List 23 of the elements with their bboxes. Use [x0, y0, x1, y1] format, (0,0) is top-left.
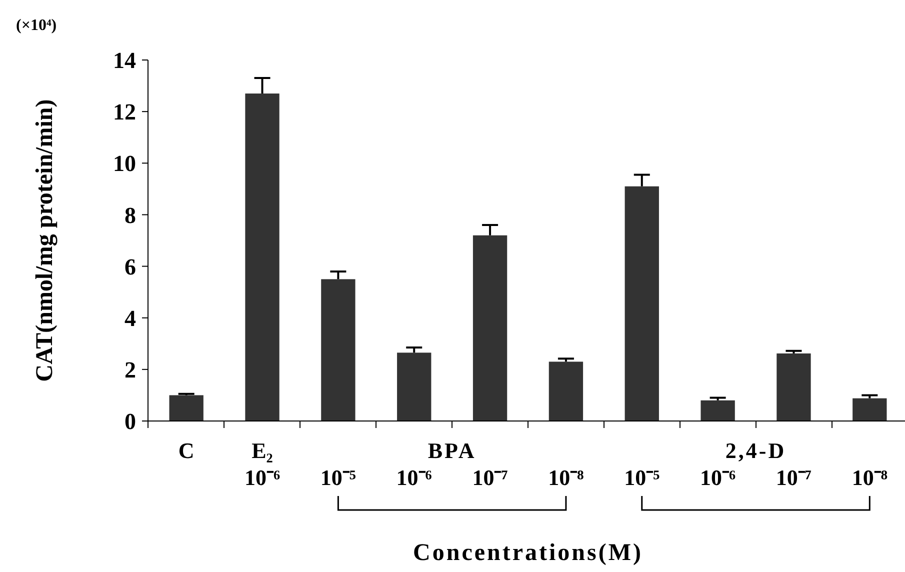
- y-tick-label: 10: [113, 151, 136, 176]
- y-tick-label: 8: [124, 202, 136, 228]
- y-axis-title: CAT(nmol/mg protein/min): [32, 99, 58, 382]
- x-tick-label: 10⁻⁶: [396, 465, 432, 490]
- x-tick-label: 10⁻⁸: [548, 465, 584, 490]
- y-tick-label: 12: [113, 100, 136, 125]
- x-tick-label: E₂ 10⁻⁶: [244, 438, 280, 490]
- x-axis-title: Concentrations(M): [413, 540, 643, 566]
- x-tick-label: 10⁻⁷: [472, 465, 508, 490]
- y-tick-label: 6: [124, 254, 136, 280]
- text: 2,4-D: [725, 438, 786, 463]
- y-tick-label: 14: [113, 48, 136, 74]
- y-tick-label: 2: [124, 357, 136, 382]
- x-tick-label: 10⁻⁵: [320, 465, 356, 490]
- x-tick-label: 10⁻⁷: [776, 465, 812, 490]
- x-tick-label: 10⁻⁵: [624, 465, 660, 490]
- y-tick-label: 4: [124, 306, 136, 331]
- text: (×10⁴): [16, 17, 57, 34]
- x-tick-label: 10⁻⁶: [700, 465, 736, 490]
- text: BPA: [428, 438, 476, 463]
- x-tick-label: 10⁻⁸: [852, 465, 888, 490]
- x-tick-label: C: [178, 438, 194, 463]
- y-tick-label: 0: [124, 409, 136, 434]
